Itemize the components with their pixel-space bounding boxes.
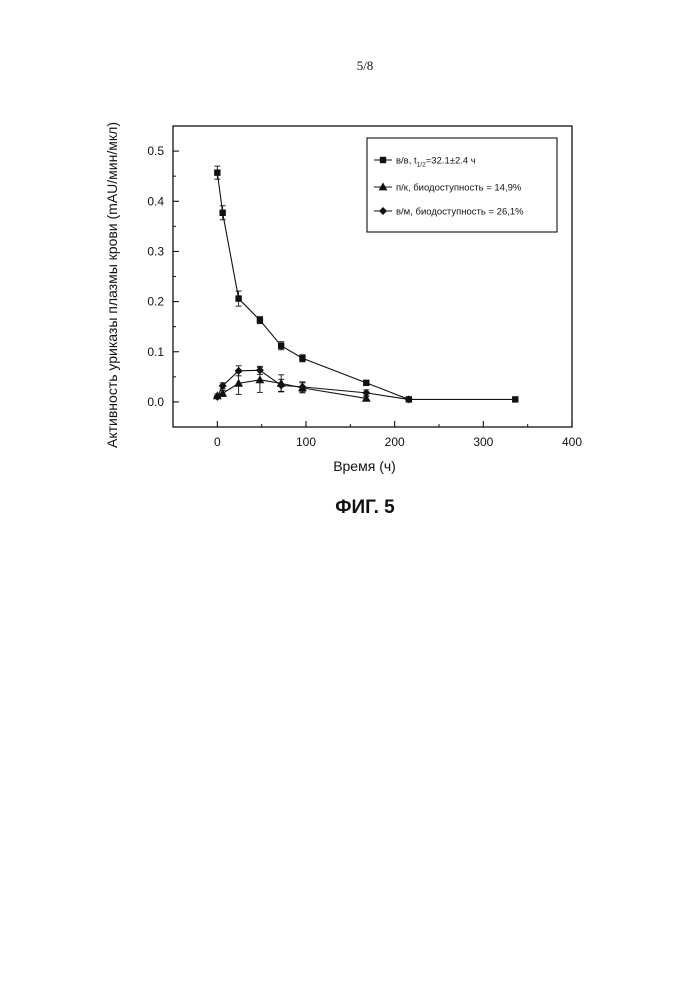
y-tick-label: 0.1 (147, 345, 164, 359)
data-point (257, 317, 263, 323)
legend-label: п/к, биодоступность = 14,9% (396, 183, 522, 194)
legend: в/в, t1/2=32.1±2.4 чп/к, биодоступность … (367, 138, 557, 232)
x-tick-label: 200 (385, 435, 405, 449)
series-diamond (213, 366, 413, 404)
x-tick-label: 100 (296, 435, 316, 449)
data-point (214, 169, 220, 175)
data-point (255, 375, 264, 383)
data-point (235, 295, 241, 301)
x-tick-label: 400 (562, 435, 582, 449)
figure-caption: ФИГ. 5 (0, 497, 675, 519)
x-tick-label: 300 (473, 435, 493, 449)
data-point (363, 380, 369, 386)
y-tick-label: 0.3 (147, 244, 164, 258)
x-axis-title: Время (ч) (333, 458, 396, 474)
data-point (278, 343, 284, 349)
y-tick-label: 0.0 (147, 395, 164, 409)
y-tick-label: 0.5 (147, 144, 164, 158)
y-axis-title: Активность уриказы плазмы крови (mAU/мин… (104, 122, 120, 448)
legend-label: в/м, биодоступность = 26,1% (396, 207, 524, 218)
data-point (299, 355, 305, 361)
y-tick-label: 0.4 (147, 194, 164, 208)
series-line (217, 370, 409, 399)
data-point (219, 210, 225, 216)
data-point (512, 396, 518, 402)
y-tick-label: 0.2 (147, 295, 164, 309)
x-tick-label: 0 (214, 435, 221, 449)
data-point (380, 157, 386, 163)
